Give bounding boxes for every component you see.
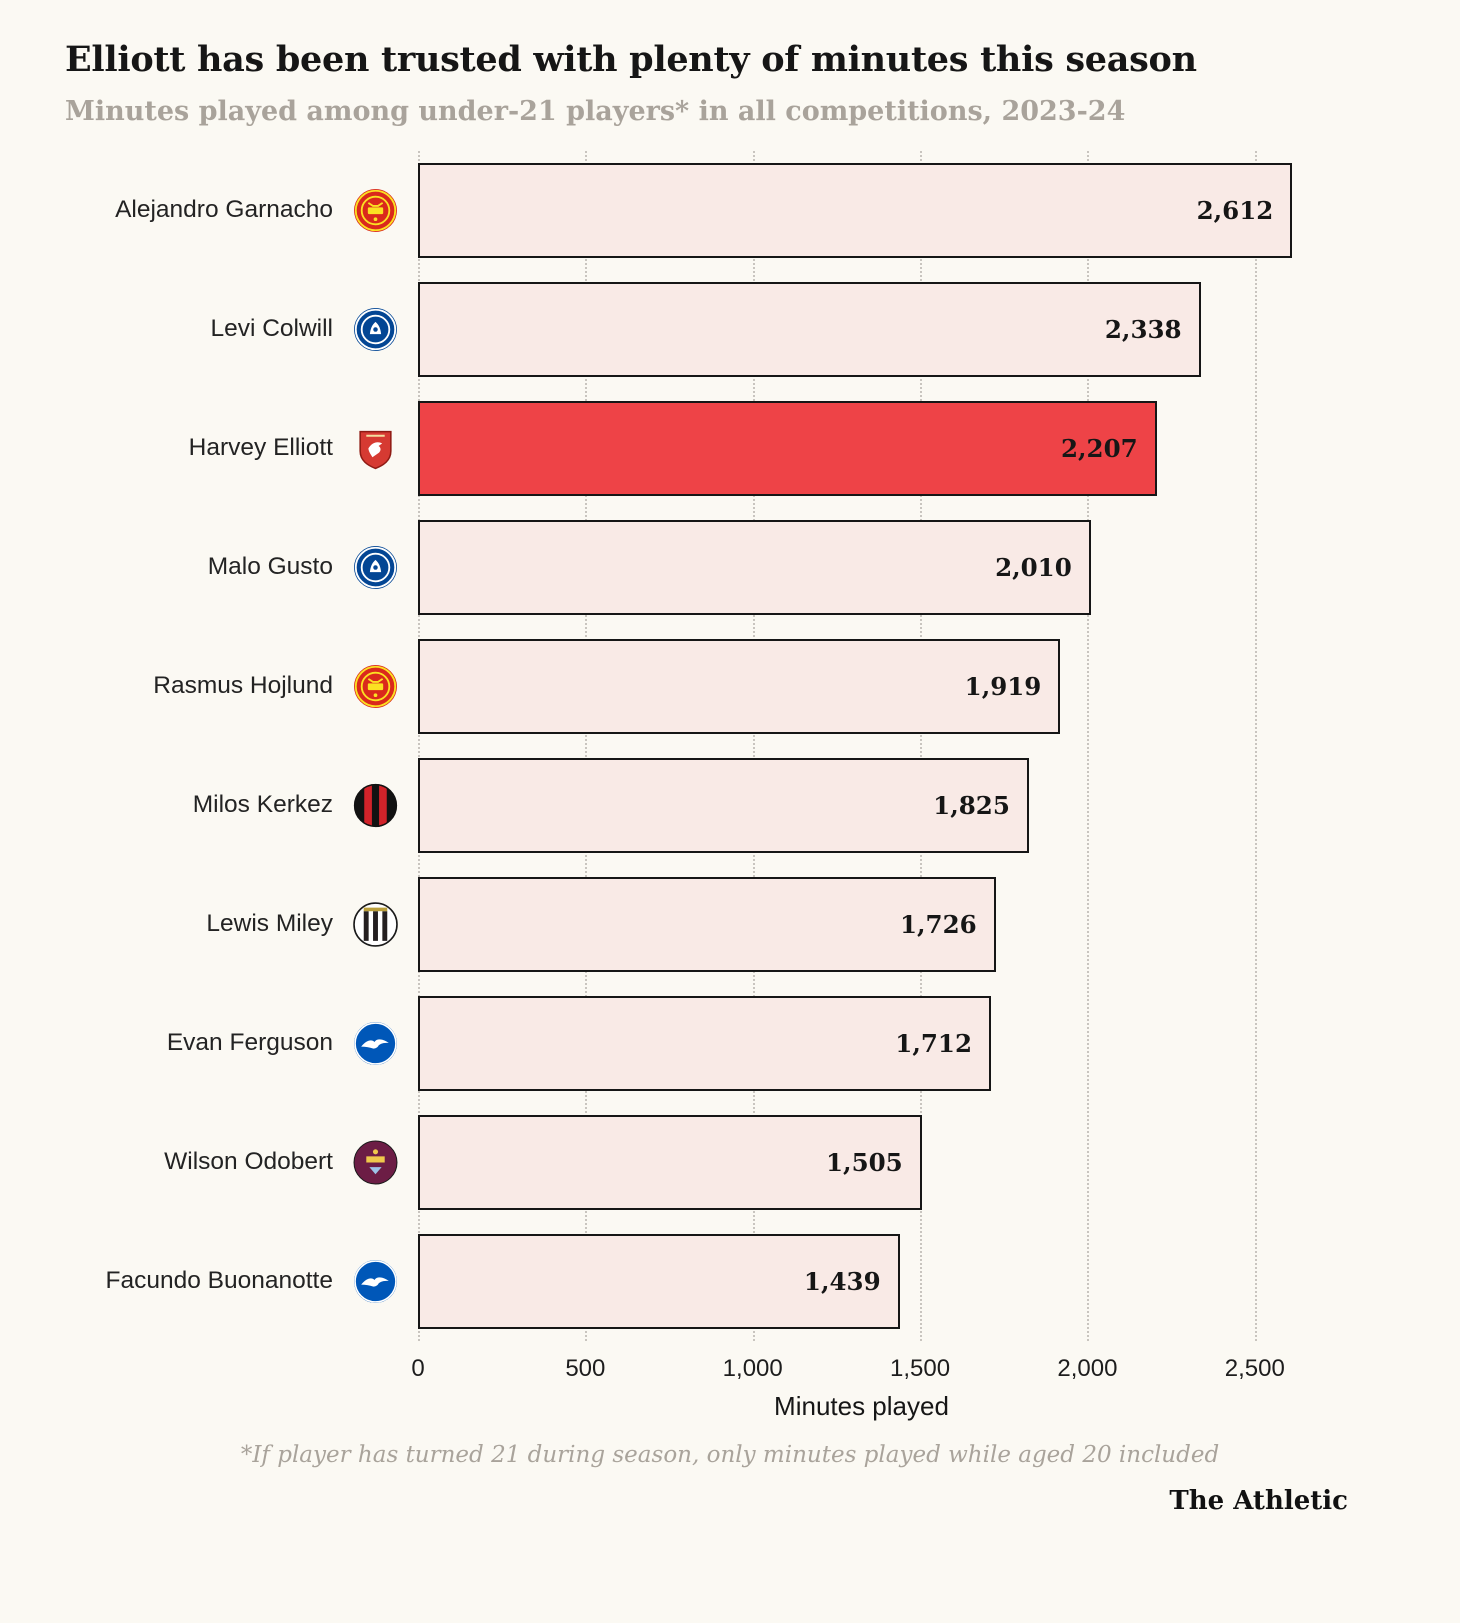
minutes-bar: 2,010 <box>418 519 1091 615</box>
bar-value-label: 1,919 <box>964 671 1042 701</box>
x-tick-label: 2,500 <box>1224 1354 1285 1382</box>
player-name: Milos Kerkez <box>192 790 333 818</box>
bar-track: 2,207 <box>418 400 1305 496</box>
bar-value-label: 1,505 <box>826 1147 903 1177</box>
player-name: Lewis Miley <box>206 909 333 937</box>
bar-track: 1,439 <box>418 1233 1305 1329</box>
player-name: Harvey Elliott <box>188 433 333 461</box>
bar-value-label: 1,726 <box>899 909 977 939</box>
player-row: Malo Gusto 2,010 <box>65 508 1305 627</box>
chart-subtitle: Minutes played among under-21 players* i… <box>65 95 1126 127</box>
bar-track: 2,010 <box>418 519 1305 615</box>
gridlines <box>418 150 1305 1341</box>
club-crest-bournemouth-icon <box>333 783 418 828</box>
player-name: Levi Colwill <box>210 314 333 342</box>
player-name: Malo Gusto <box>207 552 333 580</box>
club-crest-burnley-icon <box>333 1140 418 1185</box>
player-name: Wilson Odobert <box>164 1147 333 1175</box>
bar-track: 1,712 <box>418 995 1305 1091</box>
x-axis: 0 500 1,000 1,500 2,000 2,500 <box>411 1354 1305 1387</box>
brand-logo: The Athletic <box>1169 1485 1348 1516</box>
player-row: Wilson Odobert 1,505 <box>65 1103 1305 1222</box>
bar-value-label: 2,207 <box>1060 433 1138 463</box>
bar-value-label: 1,439 <box>803 1266 881 1296</box>
player-name: Evan Ferguson <box>166 1028 333 1056</box>
chart-title: Elliott has been trusted with plenty of … <box>65 39 1197 80</box>
club-crest-liverpool-icon <box>333 426 418 471</box>
minutes-bar: 1,825 <box>418 757 1029 853</box>
player-name: Facundo Buonanotte <box>105 1266 334 1294</box>
bar-value-label: 2,612 <box>1196 195 1274 225</box>
minutes-bar: 2,207 <box>418 400 1157 496</box>
x-tick-label: 0 <box>411 1354 425 1382</box>
player-row: Lewis Miley 1,726 <box>65 865 1305 984</box>
player-name: Alejandro Garnacho <box>115 195 333 223</box>
bar-value-label: 2,010 <box>995 552 1072 582</box>
player-name: Rasmus Hojlund <box>153 671 333 699</box>
bar-value-label: 1,712 <box>895 1028 972 1058</box>
player-row: Rasmus Hojlund 1,919 <box>65 627 1305 746</box>
gridline <box>1087 150 1090 1341</box>
minutes-bar: 1,919 <box>418 638 1061 734</box>
x-tick-label: 1,500 <box>890 1354 951 1382</box>
gridline <box>920 150 923 1341</box>
minutes-bar: 2,612 <box>418 162 1293 258</box>
bar-value-label: 2,338 <box>1104 314 1182 344</box>
x-tick-label: 1,000 <box>722 1354 783 1382</box>
x-axis-label: Minutes played <box>774 1390 949 1421</box>
player-row: Milos Kerkez 1,825 <box>65 746 1305 865</box>
gridline <box>585 150 588 1341</box>
minutes-bar: 1,505 <box>418 1114 922 1210</box>
bar-chart: Alejandro Garnacho 2,612 Levi Colwill 2,338… <box>65 150 1305 1387</box>
club-crest-chelsea-icon <box>333 545 418 590</box>
club-crest-brighton-icon <box>333 1021 418 1066</box>
player-row: Alejandro Garnacho 2,612 <box>65 151 1305 270</box>
x-tick-label: 2,000 <box>1057 1354 1118 1382</box>
bar-rows: Alejandro Garnacho 2,612 Levi Colwill 2,338… <box>65 151 1305 1341</box>
bar-track: 2,612 <box>418 162 1305 258</box>
club-crest-brighton-icon <box>333 1259 418 1304</box>
bar-track: 1,825 <box>418 757 1305 853</box>
chart-card: Elliott has been trusted with plenty of … <box>65 39 1305 1421</box>
minutes-bar: 1,439 <box>418 1233 900 1329</box>
x-tick-label: 500 <box>565 1354 606 1382</box>
club-crest-manchester-united-icon <box>333 664 418 709</box>
bar-track: 1,726 <box>418 876 1305 972</box>
bar-track: 1,505 <box>418 1114 1305 1210</box>
player-row: Evan Ferguson 1,712 <box>65 984 1305 1103</box>
club-crest-chelsea-icon <box>333 307 418 352</box>
gridline <box>1254 150 1257 1341</box>
player-row: Levi Colwill 2,338 <box>65 270 1305 389</box>
player-row: Harvey Elliott 2,207 <box>65 389 1305 508</box>
gridline <box>752 150 755 1341</box>
minutes-bar: 2,338 <box>418 281 1201 377</box>
bar-track: 2,338 <box>418 281 1305 377</box>
minutes-bar: 1,726 <box>418 876 996 972</box>
minutes-bar: 1,712 <box>418 995 991 1091</box>
club-crest-newcastle-united-icon <box>333 901 418 947</box>
bar-value-label: 1,825 <box>933 790 1010 820</box>
bar-track: 1,919 <box>418 638 1305 734</box>
gridline <box>418 150 420 1341</box>
club-crest-manchester-united-icon <box>333 188 418 233</box>
footnote: *If player has turned 21 during season, … <box>240 1441 1220 1468</box>
player-row: Facundo Buonanotte 1,439 <box>65 1222 1305 1341</box>
